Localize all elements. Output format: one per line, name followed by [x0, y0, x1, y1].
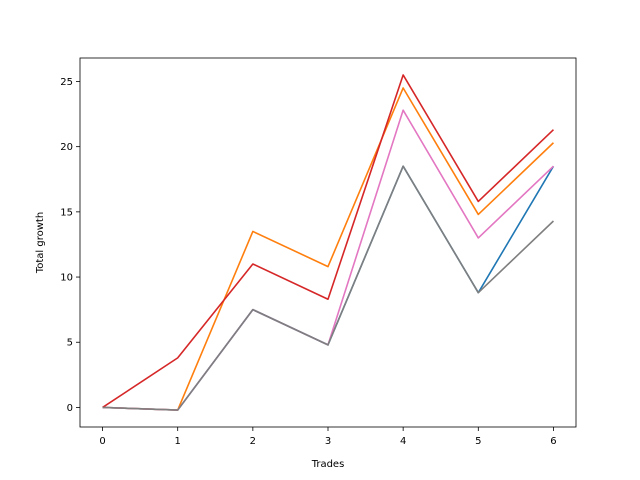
y-tick-label-5: 25 [60, 77, 73, 88]
x-tick-label-3: 3 [325, 436, 331, 447]
y-axis-label: Total growth [35, 212, 46, 274]
y-axis-ticks: 0 5 10 15 20 25 [60, 77, 80, 414]
x-tick-label-1: 1 [175, 436, 181, 447]
y-tick-label-1: 5 [67, 338, 73, 349]
x-tick-label-2: 2 [250, 436, 256, 447]
y-tick-label-4: 20 [60, 142, 73, 153]
x-axis-label: Trades [311, 459, 345, 470]
y-tick-label-3: 15 [60, 207, 73, 218]
x-tick-label-0: 0 [99, 436, 105, 447]
x-tick-label-6: 6 [550, 436, 556, 447]
x-tick-label-5: 5 [475, 436, 481, 447]
series-line-4 [102, 74, 555, 409]
series-layer [102, 74, 555, 411]
x-tick-label-4: 4 [400, 436, 406, 447]
x-axis-ticks: 0 1 2 3 4 5 6 [99, 427, 557, 447]
y-tick-label-0: 0 [67, 403, 73, 414]
series-line-5 [102, 165, 555, 411]
y-tick-label-2: 10 [60, 273, 73, 284]
